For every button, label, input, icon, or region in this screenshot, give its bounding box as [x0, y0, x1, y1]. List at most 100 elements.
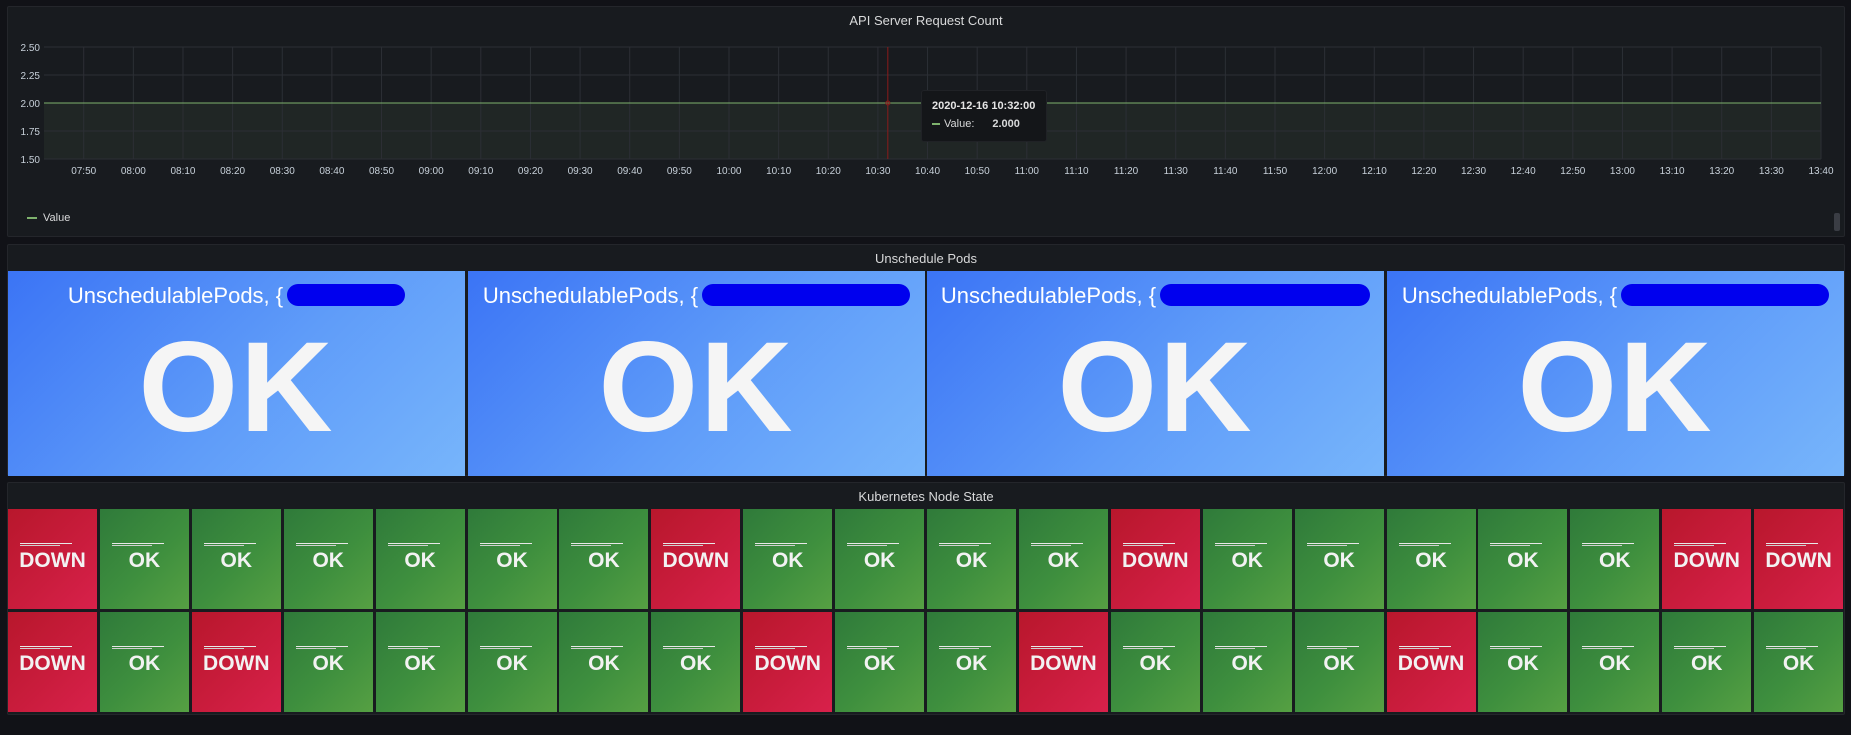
x-tick-label: 12:50	[1560, 166, 1585, 177]
node-name-redacted	[663, 646, 716, 647]
node-state-card[interactable]: OK	[835, 509, 925, 609]
node-name-redacted	[387, 545, 428, 546]
node-name-redacted	[1674, 646, 1727, 647]
node-state-card[interactable]: OK	[1478, 509, 1568, 609]
x-tick-label: 13:30	[1759, 166, 1784, 177]
node-name-redacted	[1214, 648, 1255, 649]
node-state-card[interactable]: DOWN	[1018, 612, 1108, 712]
panel-title[interactable]: Kubernetes Node State	[858, 489, 994, 504]
node-state-card[interactable]: OK	[191, 509, 281, 609]
legend-label[interactable]: Value	[43, 212, 71, 224]
node-state-card[interactable]: OK	[375, 509, 465, 609]
pod-card-title-text: UnschedulablePods, {	[940, 283, 1157, 308]
node-status: DOWN	[662, 549, 730, 572]
x-tick-label: 10:10	[766, 166, 791, 177]
node-state-card[interactable]: OK	[559, 509, 649, 609]
x-tick-label: 09:10	[468, 166, 493, 177]
x-tick-label: 11:10	[1064, 166, 1089, 177]
node-state-card[interactable]: DOWN	[1386, 612, 1476, 712]
node-state-card[interactable]: OK	[1386, 509, 1476, 609]
pod-card-title-text: UnschedulablePods, {	[67, 283, 284, 308]
x-tick-label: 10:20	[816, 166, 841, 177]
node-state-card[interactable]: DOWN	[8, 612, 97, 712]
node-state-card[interactable]: OK	[467, 509, 557, 609]
node-state-card[interactable]: DOWN	[651, 509, 741, 609]
node-name-redacted	[939, 545, 979, 546]
node-state-card[interactable]: OK	[283, 612, 373, 712]
x-tick-label: 11:50	[1263, 166, 1288, 177]
unschedulable-pods-card[interactable]: UnschedulablePods, {OK	[1387, 271, 1844, 476]
node-state-card[interactable]: OK	[99, 612, 189, 712]
node-name-redacted	[571, 545, 612, 546]
node-name-redacted	[847, 545, 888, 546]
node-status: OK	[863, 549, 896, 572]
node-state-card[interactable]: OK	[283, 509, 373, 609]
node-name-redacted	[479, 545, 520, 546]
node-state-card[interactable]: OK	[559, 612, 649, 712]
node-state-card[interactable]: OK	[1662, 612, 1752, 712]
node-status: OK	[1231, 549, 1263, 572]
chart-legend[interactable]: Value	[27, 212, 70, 224]
node-state-card[interactable]: OK	[1202, 612, 1292, 712]
node-state-card[interactable]: OK	[927, 612, 1016, 712]
tooltip-value: 2.000	[992, 118, 1020, 130]
y-tick-label: 1.50	[21, 155, 41, 166]
node-state-card[interactable]: OK	[1294, 509, 1384, 609]
x-tick-label: 12:40	[1511, 166, 1536, 177]
x-tick-label: 09:00	[419, 166, 444, 177]
node-state-card[interactable]: DOWN	[8, 509, 97, 609]
node-state-card[interactable]: OK	[375, 612, 465, 712]
node-name-redacted	[1490, 646, 1543, 647]
x-tick-label: 10:30	[865, 166, 890, 177]
node-status: OK	[1415, 549, 1447, 572]
node-name-redacted	[203, 543, 256, 544]
node-status: OK	[312, 549, 344, 572]
node-state-card[interactable]: OK	[1570, 509, 1660, 609]
legend-scrollbar[interactable]	[1834, 213, 1840, 231]
node-status: OK	[1599, 549, 1631, 572]
node-name-redacted	[1674, 648, 1715, 649]
node-state-card[interactable]: OK	[1018, 509, 1108, 609]
node-state-card[interactable]: OK	[835, 612, 925, 712]
node-name-redacted	[1674, 545, 1715, 546]
node-name-redacted	[1490, 543, 1543, 544]
node-name-redacted	[1306, 545, 1347, 546]
node-state-card[interactable]: OK	[927, 509, 1016, 609]
node-name-redacted	[295, 543, 348, 544]
node-state-card[interactable]: DOWN	[191, 612, 281, 712]
node-status: OK	[1782, 652, 1815, 675]
node-name-redacted	[1030, 545, 1071, 546]
unschedulable-pods-card[interactable]: UnschedulablePods, {OK	[8, 271, 465, 476]
node-name-redacted	[1122, 545, 1163, 546]
unschedulable-pods-card[interactable]: UnschedulablePods, {OK	[927, 271, 1384, 476]
panel-title[interactable]: API Server Request Count	[849, 13, 1003, 28]
node-status: OK	[496, 549, 528, 572]
node-state-card[interactable]: OK	[651, 612, 741, 712]
node-name-redacted	[479, 648, 520, 649]
node-name-redacted	[111, 646, 164, 647]
node-state-card[interactable]: OK	[1110, 612, 1200, 712]
x-tick-label: 10:50	[965, 166, 990, 177]
node-name-redacted	[1766, 545, 1807, 546]
node-state-card[interactable]: OK	[467, 612, 557, 712]
panel-title[interactable]: Unschedule Pods	[875, 251, 977, 266]
node-state-card[interactable]: DOWN	[1662, 509, 1752, 609]
node-state-card[interactable]: OK	[743, 509, 833, 609]
node-state-card[interactable]: OK	[1754, 612, 1844, 712]
node-state-card[interactable]: DOWN	[1754, 509, 1844, 609]
node-state-card[interactable]: OK	[1202, 509, 1292, 609]
node-state-card[interactable]: OK	[1570, 612, 1660, 712]
x-tick-label: 08:10	[170, 166, 195, 177]
node-name-redacted	[1766, 646, 1819, 647]
node-state-card[interactable]: OK	[99, 509, 189, 609]
node-name-redacted	[1306, 648, 1347, 649]
y-tick-label: 2.50	[21, 43, 41, 54]
x-tick-label: 13:20	[1709, 166, 1734, 177]
node-state-card[interactable]: DOWN	[743, 612, 833, 712]
node-state-card[interactable]: OK	[1478, 612, 1568, 712]
node-name-redacted	[847, 543, 900, 544]
unschedulable-pods-card[interactable]: UnschedulablePods, {OK	[468, 271, 925, 476]
node-state-card[interactable]: OK	[1294, 612, 1384, 712]
node-status: OK	[404, 652, 436, 675]
node-state-card[interactable]: DOWN	[1110, 509, 1200, 609]
